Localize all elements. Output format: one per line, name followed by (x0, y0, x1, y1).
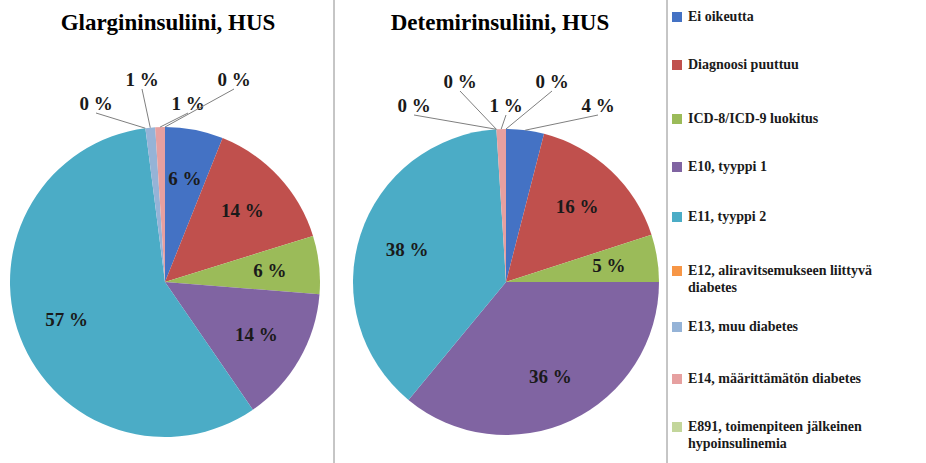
legend-label: E11, tyyppi 2 (688, 208, 876, 225)
data-label: 0 % (79, 93, 112, 114)
data-label: 36 % (529, 366, 572, 387)
leader-line (414, 115, 496, 129)
leader-line (142, 89, 150, 128)
leader-line (160, 113, 188, 127)
legend-item: Ei oikeutta (672, 8, 922, 25)
pie-slice (496, 129, 506, 282)
legend-swatch (672, 212, 682, 222)
pie-slice (155, 127, 165, 282)
data-label: 6 % (253, 260, 286, 281)
pie-slice (496, 129, 506, 282)
legend-swatch (672, 322, 682, 332)
data-label: 1 % (171, 93, 204, 114)
legend-swatch (672, 60, 682, 70)
data-label: 6 % (168, 168, 201, 189)
panel-border (667, 0, 668, 463)
pie-slice (10, 128, 253, 437)
legend-item: E10, tyyppi 1 (672, 158, 922, 175)
legend-swatch (672, 12, 682, 22)
legend-item: E891, toimenpiteen jälkeinen hypoinsulin… (672, 418, 922, 452)
legend-item: E14, määrittämätön diabetes (672, 370, 922, 387)
data-label: 0 % (397, 95, 430, 116)
data-label: 1 % (489, 95, 522, 116)
legend-item: ICD-8/ICD-9 luokitus (672, 110, 922, 127)
pie-slice (145, 127, 165, 282)
legend-label: Ei oikeutta (688, 8, 876, 25)
legend-swatch (672, 374, 682, 384)
chart-title: Glargininsuliini, HUS (61, 10, 276, 35)
legend-label: E14, määrittämätön diabetes (688, 370, 876, 387)
pie-chart: Detemirinsuliini, HUS 16 % 5 % 36 % 38 % 0 % 0… (353, 10, 659, 435)
data-label: 0 % (217, 69, 250, 90)
slices (353, 129, 659, 435)
leader-line (525, 115, 598, 130)
legend-label: ICD-8/ICD-9 luokitus (688, 110, 876, 127)
leader-line (96, 113, 145, 128)
legend-swatch (672, 162, 682, 172)
pie-chart: Glargininsuliini, HUS 6 % 14 % 6 % 14 % 57 % 0… (10, 10, 320, 437)
pie-slice (165, 127, 166, 282)
panel-border (334, 0, 335, 463)
pie-slice (506, 129, 507, 282)
legend-label: Diagnoosi puuttuu (688, 56, 876, 73)
legend-swatch (672, 266, 682, 276)
data-label: 1 % (125, 69, 158, 90)
data-label: 14 % (221, 200, 264, 221)
data-label: 0 % (535, 71, 568, 92)
data-label: 4 % (581, 95, 614, 116)
legend-label: E12, aliravitsemukseen liittyvä diabetes (688, 262, 876, 296)
legend-label: E10, tyyppi 1 (688, 158, 876, 175)
data-label: 57 % (45, 309, 88, 330)
chart-title: Detemirinsuliini, HUS (391, 10, 610, 35)
legend-item: E11, tyyppi 2 (672, 208, 922, 225)
leader-line (501, 115, 506, 129)
legend-swatch (672, 422, 682, 432)
pie-slice (353, 129, 506, 400)
legend-label: E13, muu diabetes (688, 318, 876, 335)
pie-slice (496, 129, 506, 282)
chart-page: Glargininsuliini, HUS 6 % 14 % 6 % 14 % 57 % 0… (0, 0, 926, 463)
leader-line (506, 91, 552, 129)
legend-item: E12, aliravitsemukseen liittyvä diabetes (672, 262, 922, 296)
data-label: 38 % (386, 239, 429, 260)
legend-label: E891, toimenpiteen jälkeinen hypoinsulin… (688, 418, 876, 452)
legend-item: Diagnoosi puuttuu (672, 56, 922, 73)
slices (10, 127, 320, 437)
data-label: 5 % (592, 255, 625, 276)
data-labels: 6 % 14 % 6 % 14 % 57 % 0 % 1 % 1 % 0 % (45, 69, 286, 346)
leader-line (165, 89, 234, 127)
data-label: 16 % (556, 196, 599, 217)
data-labels: 16 % 5 % 36 % 38 % 0 % 0 % 1 % 0 % 4 % (386, 71, 626, 387)
data-label: 14 % (235, 324, 278, 345)
legend-item: E13, muu diabetes (672, 318, 922, 335)
data-label: 0 % (443, 71, 476, 92)
pie-slice (506, 235, 659, 282)
legend-swatch (672, 114, 682, 124)
